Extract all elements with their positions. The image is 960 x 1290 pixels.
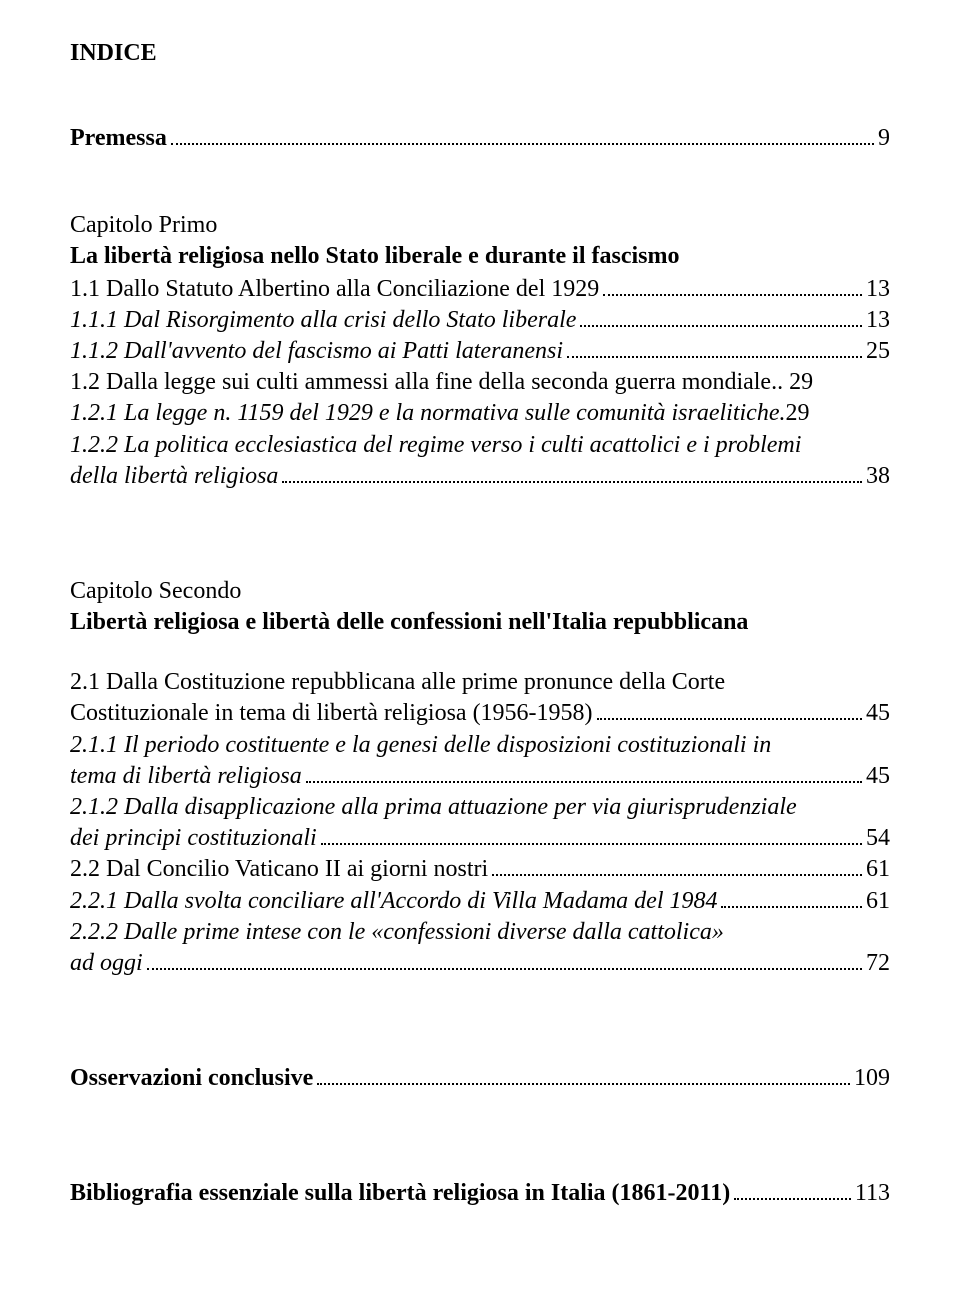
chapter-label: Capitolo Secondo xyxy=(70,576,890,607)
toc-label: 2.2 Dal Concilio Vaticano II ai giorni n… xyxy=(70,854,488,885)
toc-label-line2: ad oggi xyxy=(70,948,143,979)
toc-entry: 2.2 Dal Concilio Vaticano II ai giorni n… xyxy=(70,854,890,885)
toc-entry: 1.1.2 Dall'avvento del fascismo ai Patti… xyxy=(70,336,890,367)
toc-page: 113 xyxy=(855,1178,890,1209)
toc-label-line2: dei principi costituzionali xyxy=(70,823,317,854)
toc-label-line1: 2.1.2 Dalla disapplicazione alla prima a… xyxy=(70,792,890,823)
toc-label: 1.1.1 Dal Risorgimento alla crisi dello … xyxy=(70,305,576,336)
toc-page: 61 xyxy=(866,886,890,917)
dot-leader xyxy=(492,874,862,876)
dot-leader xyxy=(321,843,862,845)
dot-leader xyxy=(734,1198,851,1200)
toc-label-line2: tema di libertà religiosa xyxy=(70,761,302,792)
toc-page: .29 xyxy=(779,398,809,429)
toc-entry: 2.2.1 Dalla svolta conciliare all'Accord… xyxy=(70,886,890,917)
dot-leader xyxy=(171,143,874,145)
dot-leader xyxy=(721,906,862,908)
toc-entry: 1.2.2 La politica ecclesiastica del regi… xyxy=(70,430,890,492)
toc-page: 38 xyxy=(866,461,890,492)
toc-label: Premessa xyxy=(70,123,167,154)
toc-page: 45 xyxy=(866,698,890,729)
toc-entry: 1.2.1 La legge n. 1159 del 1929 e la nor… xyxy=(70,398,890,429)
chapter-title: La libertà religiosa nello Stato liberal… xyxy=(70,241,890,272)
toc-page: 54 xyxy=(866,823,890,854)
dot-leader xyxy=(317,1083,850,1085)
toc-entry: 1.1.1 Dal Risorgimento alla crisi dello … xyxy=(70,305,890,336)
toc-entry-conclusion: Osservazioni conclusive 109 xyxy=(70,1063,890,1094)
toc-label: 1.1 Dallo Statuto Albertino alla Concili… xyxy=(70,274,599,305)
toc-label: Bibliografia essenziale sulla libertà re… xyxy=(70,1178,730,1209)
dot-leader xyxy=(282,481,862,483)
dot-leader xyxy=(597,718,862,720)
toc-label: 2.2.1 Dalla svolta conciliare all'Accord… xyxy=(70,886,717,917)
toc-entry: 1.1 Dallo Statuto Albertino alla Concili… xyxy=(70,274,890,305)
dot-leader xyxy=(306,781,862,783)
toc-label-line1: 1.2.2 La politica ecclesiastica del regi… xyxy=(70,430,890,461)
toc-entry: 1.2 Dalla legge sui culti ammessi alla f… xyxy=(70,367,890,398)
dot-leader xyxy=(603,294,862,296)
toc-page: .. 29 xyxy=(771,367,813,398)
toc-entry-premessa: Premessa 9 xyxy=(70,123,890,154)
chapter-title: Libertà religiosa e libertà delle confes… xyxy=(70,607,890,638)
toc-label-line2: della libertà religiosa xyxy=(70,461,278,492)
toc-label: Osservazioni conclusive xyxy=(70,1063,313,1094)
toc-label: 1.2 Dalla legge sui culti ammessi alla f… xyxy=(70,367,771,398)
toc-label-line2: Costituzionale in tema di libertà religi… xyxy=(70,698,593,729)
toc-label-line1: 2.2.2 Dalle prime intese con le «confess… xyxy=(70,917,890,948)
dot-leader xyxy=(580,325,862,327)
toc-page: 72 xyxy=(866,948,890,979)
toc-label-line1: 2.1.1 Il periodo costituente e la genesi… xyxy=(70,730,890,761)
toc-entry: 2.1.1 Il periodo costituente e la genesi… xyxy=(70,730,890,792)
page-title: INDICE xyxy=(70,40,890,67)
toc-page: 13 xyxy=(866,305,890,336)
toc-label: 1.2.1 La legge n. 1159 del 1929 e la nor… xyxy=(70,398,779,429)
dot-leader xyxy=(147,968,862,970)
toc-page: 61 xyxy=(866,854,890,885)
chapter-label: Capitolo Primo xyxy=(70,210,890,241)
toc-page: 13 xyxy=(866,274,890,305)
toc-page: 45 xyxy=(866,761,890,792)
toc-page: 9 xyxy=(878,123,890,154)
toc-entry: 2.2.2 Dalle prime intese con le «confess… xyxy=(70,917,890,979)
toc-label-line1: 2.1 Dalla Costituzione repubblicana alle… xyxy=(70,667,890,698)
toc-entry: 2.1.2 Dalla disapplicazione alla prima a… xyxy=(70,792,890,854)
toc-entry: 2.1 Dalla Costituzione repubblicana alle… xyxy=(70,667,890,729)
toc-page: 109 xyxy=(854,1063,890,1094)
toc-page: 25 xyxy=(866,336,890,367)
toc-entry-bibliography: Bibliografia essenziale sulla libertà re… xyxy=(70,1178,890,1209)
toc-label: 1.1.2 Dall'avvento del fascismo ai Patti… xyxy=(70,336,563,367)
dot-leader xyxy=(567,356,862,358)
